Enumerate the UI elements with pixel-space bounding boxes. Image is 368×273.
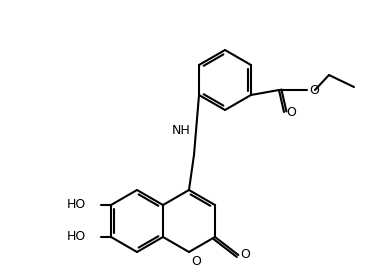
Text: NH: NH [172, 123, 191, 136]
Text: O: O [240, 248, 250, 262]
Text: HO: HO [66, 198, 85, 212]
Text: O: O [191, 255, 201, 268]
Text: O: O [286, 105, 296, 118]
Text: O: O [309, 84, 319, 96]
Text: HO: HO [66, 230, 85, 244]
